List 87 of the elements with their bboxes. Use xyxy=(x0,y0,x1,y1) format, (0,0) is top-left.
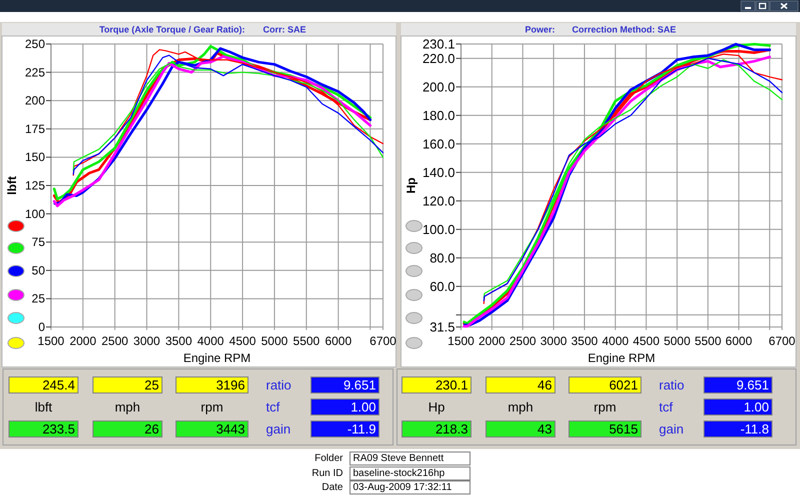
text: 218.3 xyxy=(435,422,468,436)
x-tick-label: 5500 xyxy=(694,334,722,348)
text: RA09 Steve Bennett xyxy=(353,453,444,464)
y-tick-label: 50 xyxy=(32,263,46,278)
y-tick-label: 175 xyxy=(24,122,46,136)
x-tick-label: 6000 xyxy=(725,334,752,348)
text: gain xyxy=(659,422,684,436)
x-tick-label: 3000 xyxy=(133,334,160,348)
text: ratio xyxy=(266,378,292,392)
y-tick-label: 125 xyxy=(24,178,46,192)
y-tick-label: 75 xyxy=(32,235,46,250)
x-tick-label: 4500 xyxy=(632,334,660,348)
text: rpm xyxy=(200,400,224,414)
text: tcf xyxy=(266,400,280,414)
text: ratio xyxy=(659,378,684,392)
y-tick-label: 140.0 xyxy=(422,164,455,180)
y-tick-label: 160.0 xyxy=(422,136,455,152)
x-tick-label: 2000 xyxy=(70,334,97,348)
chart-subtitle: Corr: SAE xyxy=(263,24,306,34)
chart-title: Torque (Axle Torque / Gear Ratio): xyxy=(99,24,245,34)
y-tick-label: 120.0 xyxy=(422,193,455,208)
y-tick-label: 200.0 xyxy=(422,79,455,94)
text: Date xyxy=(322,482,344,493)
y-tick-label: 60.0 xyxy=(430,278,455,294)
text: 3443 xyxy=(216,422,245,436)
x-tick-label: 4000 xyxy=(602,334,629,348)
y-tick-label: 150 xyxy=(24,150,46,164)
y-tick-label: 180.0 xyxy=(422,108,455,123)
text: lbft xyxy=(34,400,53,414)
text: 245.4 xyxy=(42,378,75,392)
text: Run ID xyxy=(312,468,343,479)
x-axis-title: Engine RPM xyxy=(588,351,656,365)
text: 43 xyxy=(538,422,552,436)
text: 03-Aug-2009 17:32:11 xyxy=(353,482,452,493)
x-tick-label: 4000 xyxy=(197,334,224,348)
x-tick-label: 5000 xyxy=(664,334,691,348)
x-tick-label: 2000 xyxy=(478,334,506,348)
x-tick-label: 5000 xyxy=(261,334,288,348)
x-tick-label: 5500 xyxy=(293,334,320,348)
y-axis-title: Hp xyxy=(404,178,418,194)
x-tick-label: 4500 xyxy=(229,334,256,348)
y-tick-label: 25 xyxy=(32,292,46,306)
y-tick-label: 200 xyxy=(24,94,46,108)
text: gain xyxy=(266,422,291,436)
y-tick-label: 31.5 xyxy=(430,320,455,334)
text: 26 xyxy=(144,422,159,436)
text: 46 xyxy=(538,378,552,392)
y-axis-title: lbft xyxy=(5,176,19,195)
x-axis-title: Engine RPM xyxy=(183,351,251,365)
text: Folder xyxy=(314,453,344,464)
text: -11.8 xyxy=(740,422,769,436)
y-tick-label: 100 xyxy=(24,206,46,221)
x-tick-label: 2500 xyxy=(101,334,129,348)
text: 5615 xyxy=(609,422,638,436)
x-tick-label: 6700 xyxy=(768,334,796,348)
text: 25 xyxy=(144,378,159,392)
text: 1.00 xyxy=(350,400,376,414)
text: Hp xyxy=(428,400,445,414)
text: 9.651 xyxy=(343,378,376,392)
text: -11.9 xyxy=(347,422,376,436)
y-tick-label: 100.0 xyxy=(422,222,455,237)
x-tick-label: 1500 xyxy=(38,334,65,348)
text: 9.651 xyxy=(736,378,769,392)
text: mph xyxy=(114,400,140,414)
y-tick-label: 80.0 xyxy=(430,250,455,266)
x-tick-label: 3500 xyxy=(571,334,598,348)
text: tcf xyxy=(659,400,674,414)
text: rpm xyxy=(594,400,616,414)
x-tick-label: 1500 xyxy=(448,334,475,348)
chart-subtitle: Correction Method: SAE xyxy=(572,24,676,34)
y-tick-label: 0 xyxy=(38,320,46,334)
text: 3196 xyxy=(216,378,245,392)
text: mph xyxy=(508,400,534,414)
text: 6021 xyxy=(609,378,638,392)
text: baseline-stock216hp xyxy=(353,468,446,479)
text: 233.5 xyxy=(42,422,75,436)
x-tick-label: 3500 xyxy=(165,334,192,348)
y-tick-label: 220.0 xyxy=(422,50,455,66)
y-tick-label: 230.1 xyxy=(422,36,455,52)
x-tick-label: 6700 xyxy=(370,334,397,348)
chart-title: Power: xyxy=(524,24,555,34)
x-tick-label: 2500 xyxy=(509,334,536,348)
x-tick-label: 6000 xyxy=(324,334,352,348)
text: 1.00 xyxy=(744,400,769,414)
y-tick-label: 225 xyxy=(24,65,46,80)
y-tick-label: 250 xyxy=(24,37,46,51)
x-tick-label: 3000 xyxy=(540,334,568,348)
